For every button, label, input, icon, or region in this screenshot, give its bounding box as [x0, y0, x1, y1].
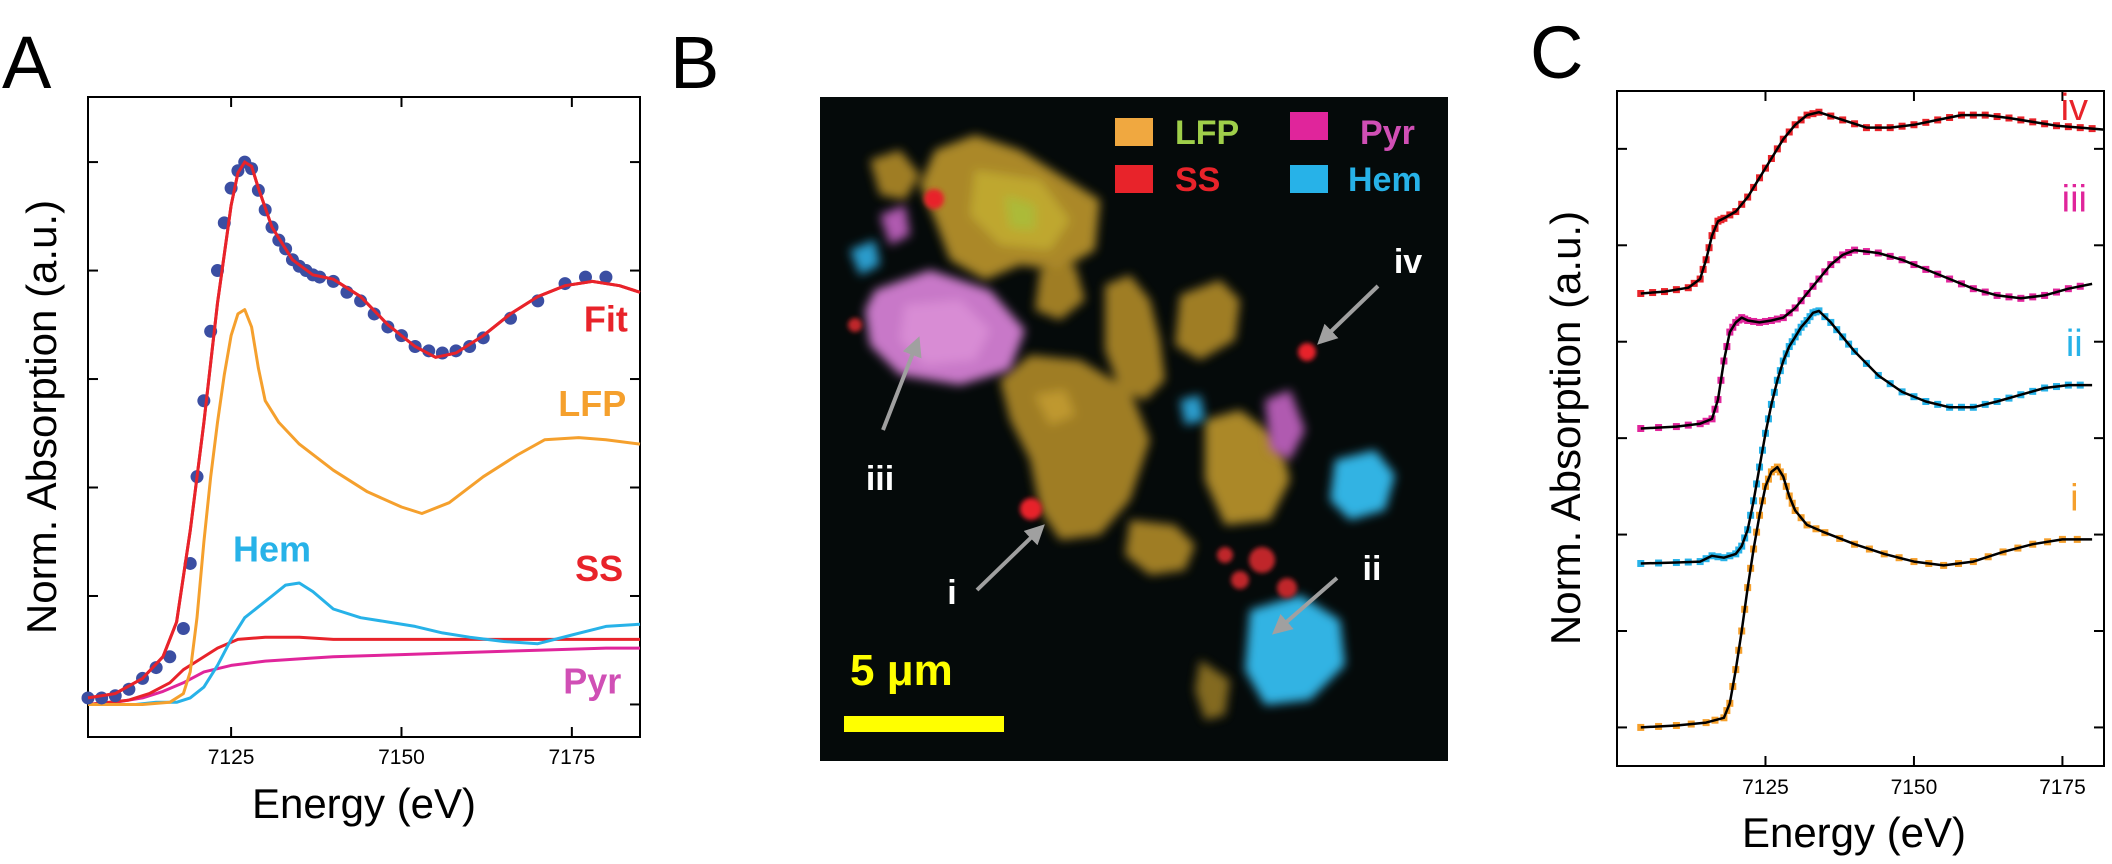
c-x-tick-label-7125: 7125	[1742, 776, 1789, 799]
a-label-pyr: Pyr	[563, 661, 621, 702]
scale-bar	[844, 716, 1004, 732]
a-series-pyr	[87, 646, 640, 706]
composition-map-image	[848, 135, 1395, 720]
c-data-point-iii	[1637, 425, 1645, 432]
legend-label-pyr: Pyr	[1360, 114, 1415, 152]
panel-c-x-axis-title: Energy (eV)	[1742, 809, 1966, 856]
panel-a-y-axis-title: Norm. Absorption (a.u.)	[18, 200, 65, 634]
a-data-point	[381, 320, 395, 334]
c-x-tick-label-7150: 7150	[1891, 776, 1938, 799]
legend-swatch-lfp	[1115, 118, 1153, 146]
c-data-point-iv	[1637, 290, 1645, 297]
panel-b: B	[670, 21, 1448, 761]
a-data-point	[81, 691, 95, 705]
a-data-point	[149, 661, 163, 675]
a-x-tick-label-7150: 7150	[378, 746, 425, 769]
legend-swatch-ss	[1115, 165, 1153, 193]
c-series-i	[1640, 465, 2093, 729]
a-series-fit-overlay	[87, 160, 641, 700]
panel-b-letter: B	[670, 21, 719, 104]
a-label-lfp: LFP	[558, 383, 626, 424]
arrow-iv	[1317, 284, 1380, 345]
panel-c-plot-frame	[1616, 90, 2105, 767]
c-series-iii	[1640, 248, 2093, 430]
legend-label-hem: Hem	[1348, 161, 1422, 199]
panel-c-x-tick-labels: 7125 7150 7175	[1742, 776, 2086, 799]
a-data-point	[354, 294, 368, 308]
panel-a-letter: A	[2, 21, 52, 104]
a-label-fit: Fit	[584, 298, 628, 339]
c-label-iv: iv	[2061, 87, 2088, 129]
a-x-tick-label-7125: 7125	[208, 746, 255, 769]
arrow-ii	[1271, 576, 1339, 635]
legend-label-ss: SS	[1175, 161, 1220, 199]
panel-c: C 7125 7150 7175 Energy (eV) Norm. Absorpt…	[1530, 11, 2105, 856]
a-series-lfp	[88, 308, 641, 706]
panel-a-axis-ticks	[88, 97, 640, 737]
a-data-point	[599, 270, 613, 284]
panel-c-data-points	[1637, 108, 2096, 731]
c-label-iii: iii	[2062, 179, 2087, 221]
a-data-point	[367, 307, 381, 321]
c-data-point-ii	[1637, 560, 1645, 567]
c-x-tick-label-7175: 7175	[2039, 776, 2086, 799]
annotation-i: i	[947, 574, 956, 612]
panel-a-series	[87, 160, 641, 706]
annotation-iii: iii	[866, 460, 894, 498]
c-label-ii: ii	[2066, 323, 2083, 365]
a-series-hem	[88, 581, 641, 706]
c-data-point-i	[1637, 723, 1645, 731]
annotation-iv: iv	[1394, 243, 1422, 281]
a-x-tick-label-7175: 7175	[548, 746, 595, 769]
a-series-ss	[87, 635, 640, 706]
panel-c-series	[1640, 110, 2105, 729]
a-label-hem: Hem	[233, 528, 311, 569]
legend-swatch-pyr	[1290, 112, 1328, 140]
a-data-point	[176, 622, 190, 636]
panel-a-x-axis-title: Energy (eV)	[252, 780, 476, 827]
a-data-point	[122, 682, 136, 696]
c-label-i: i	[2070, 477, 2078, 519]
a-data-point	[197, 394, 211, 408]
legend-swatch-hem	[1290, 165, 1328, 193]
legend-label-lfp: LFP	[1175, 114, 1239, 152]
a-data-point	[578, 270, 592, 284]
composition-map-annotations: iv iii i ii	[866, 243, 1422, 635]
panel-a-plot-frame	[87, 96, 641, 738]
a-label-ss: SS	[575, 548, 623, 589]
panel-c-letter: C	[1530, 11, 1583, 94]
panel-a-series-labels: Fit LFP Hem SS Pyr	[233, 298, 628, 701]
scale-bar-label: 5 μm	[850, 646, 953, 695]
panel-c-axis-ticks	[1617, 91, 2104, 766]
arrow-iii	[881, 336, 922, 431]
annotation-ii: ii	[1363, 550, 1382, 588]
composition-map-legend: LFP SS Pyr Hem	[1115, 112, 1422, 199]
panel-a-data-points	[81, 155, 641, 705]
c-series-iv	[1640, 110, 2105, 295]
a-data-point	[163, 650, 177, 664]
arrow-i	[975, 524, 1045, 592]
panel-c-y-axis-title: Norm. Absorption (a.u.)	[1542, 211, 1589, 645]
panel-a-x-tick-labels: 7125 7150 7175	[208, 746, 595, 769]
c-series-ii	[1640, 309, 2093, 565]
panel-a: A 7125 7150 7175 Fit LFP Hem SS Pyr Energy (eV…	[2, 21, 641, 827]
